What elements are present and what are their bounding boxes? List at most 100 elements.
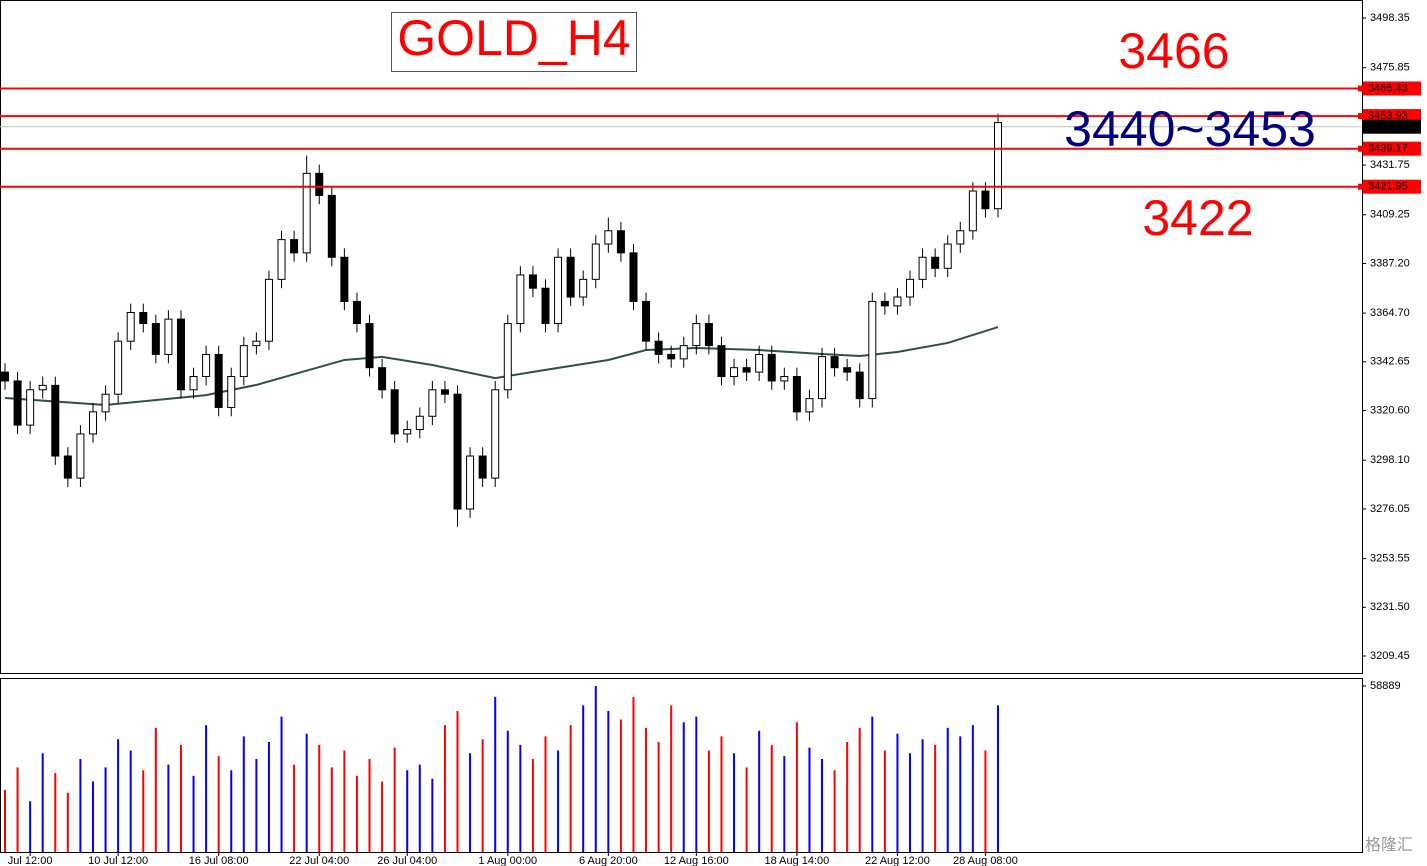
candle-body xyxy=(51,384,60,457)
candle-body xyxy=(943,243,952,269)
candle-body xyxy=(805,398,814,413)
level-marker xyxy=(1358,113,1364,120)
candle-body xyxy=(968,190,977,232)
candle-body xyxy=(931,256,940,269)
candle-body xyxy=(252,340,261,347)
y-tick-label: 3276.05 xyxy=(1370,503,1410,515)
current-price-label: 3449.12 xyxy=(1368,121,1408,133)
level-tag xyxy=(1363,81,1421,96)
candle-body xyxy=(528,274,537,289)
candle-body xyxy=(579,278,588,298)
candle-body xyxy=(403,429,412,435)
candle-body xyxy=(26,389,35,426)
title-box xyxy=(391,12,637,72)
candle-body xyxy=(679,345,688,360)
y-tick-label: 3320.60 xyxy=(1370,404,1410,416)
candle-body xyxy=(906,278,915,298)
candle-body xyxy=(616,230,625,254)
x-tick-label: 22 Jul 04:00 xyxy=(289,855,349,866)
level-marker xyxy=(1358,183,1364,190)
y-tick-label: 3342.65 xyxy=(1370,356,1410,368)
candle-body xyxy=(126,311,135,342)
candle-body xyxy=(478,455,487,479)
x-tick-label: 10 Jul 12:00 xyxy=(88,855,148,866)
volume-tick-label: 58889 xyxy=(1370,680,1401,692)
x-tick-label: 6 Aug 20:00 xyxy=(579,855,638,866)
candle-body xyxy=(202,353,211,378)
y-tick-label: 3298.10 xyxy=(1370,454,1410,466)
x-tick-label: 18 Aug 14:00 xyxy=(764,855,829,866)
candle-body xyxy=(918,256,927,280)
candle-body xyxy=(13,380,22,426)
candle-body xyxy=(440,389,449,395)
candle-body xyxy=(139,311,148,325)
candle-body xyxy=(880,300,889,307)
candle-body xyxy=(491,389,500,479)
candle-body xyxy=(516,274,525,325)
candle-body xyxy=(176,318,185,391)
level-tag-label: 3466.43 xyxy=(1368,82,1408,94)
annotation: 3466 xyxy=(1118,23,1229,79)
watermark: 格隆汇 xyxy=(1365,836,1413,854)
candle-body xyxy=(868,300,877,400)
x-tick-label: 22 Aug 12:00 xyxy=(865,855,930,866)
y-tick-label: 3475.85 xyxy=(1370,62,1410,74)
candle-body xyxy=(365,323,374,369)
x-tick-label: 12 Aug 16:00 xyxy=(664,855,729,866)
candle-body xyxy=(541,287,550,325)
level-marker xyxy=(1358,145,1364,152)
candle-body xyxy=(214,353,223,408)
candle-body xyxy=(189,376,198,391)
candle-body xyxy=(994,122,1002,210)
candle-body xyxy=(390,389,399,435)
candle-body xyxy=(818,356,827,400)
level-tag xyxy=(1363,109,1421,124)
candle-body xyxy=(855,371,864,400)
candle-body xyxy=(830,356,839,369)
x-tick-label: 16 Jul 08:00 xyxy=(189,855,249,866)
y-tick-label: 3431.75 xyxy=(1370,159,1410,171)
candle-body xyxy=(466,455,475,510)
candle-body xyxy=(642,300,651,342)
candle-body xyxy=(340,256,349,302)
candle-body xyxy=(604,230,613,245)
candle-body xyxy=(114,340,123,395)
candle-body xyxy=(352,300,361,325)
annotation: 3440~3453 xyxy=(1064,101,1316,157)
candle-body xyxy=(264,278,273,342)
candle-body xyxy=(38,384,47,391)
candle-body xyxy=(428,389,437,417)
candle-body xyxy=(415,415,424,431)
chart-title: GOLD_H4 xyxy=(397,10,630,66)
candle-body xyxy=(290,239,299,254)
candle-body xyxy=(755,353,764,373)
candle-body xyxy=(327,194,336,258)
candle-body xyxy=(88,411,97,435)
candle-body xyxy=(554,256,563,325)
candle-body xyxy=(717,345,726,378)
annotation: 3422 xyxy=(1142,190,1253,246)
level-tag xyxy=(1363,141,1421,156)
candle-body xyxy=(315,172,324,196)
moving-average xyxy=(4,326,999,407)
candle-body xyxy=(378,367,387,391)
candle-body xyxy=(239,345,248,378)
candle-body xyxy=(667,353,676,360)
candle-body xyxy=(692,323,701,347)
volume-panel xyxy=(0,678,1363,853)
candle-body xyxy=(164,318,173,355)
y-tick-label: 3364.70 xyxy=(1370,307,1410,319)
y-tick-label: 3209.45 xyxy=(1370,650,1410,662)
x-tick-label: Jul 12:00 xyxy=(8,855,53,866)
candle-body xyxy=(730,367,739,378)
candle-body xyxy=(981,190,990,210)
y-tick-label: 3253.55 xyxy=(1370,553,1410,565)
candle-body xyxy=(277,239,286,280)
current-price-tag xyxy=(1363,119,1421,134)
candle-body xyxy=(76,433,85,479)
candle-body xyxy=(101,393,110,413)
candle-body xyxy=(151,323,160,355)
level-tag xyxy=(1363,179,1421,194)
y-tick-label: 3498.35 xyxy=(1370,12,1410,24)
